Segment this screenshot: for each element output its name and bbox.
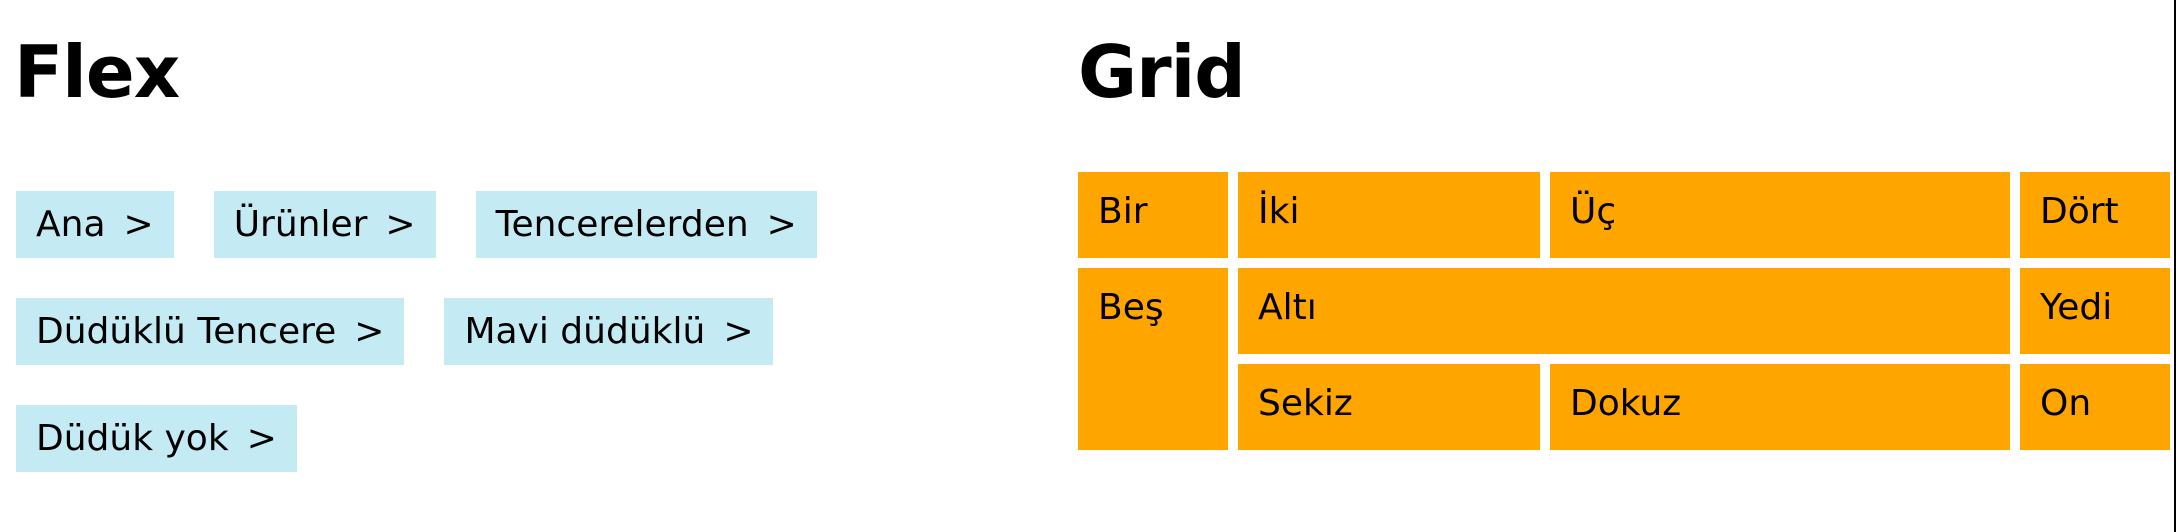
breadcrumb-item-duduklu-tencere[interactable]: Düdüklü Tencere > [16, 298, 405, 365]
grid-section-title: Grid [1078, 30, 1246, 114]
breadcrumb-item-label: Düdüklü Tencere [36, 311, 337, 352]
breadcrumb-item-tencerelerden[interactable]: Tencerelerden > [475, 191, 817, 258]
breadcrumb-item-label: Tencerelerden [495, 204, 749, 245]
breadcrumb-item-duduk-yok[interactable]: Düdük yok > [16, 405, 297, 472]
breadcrumb-item-label: Mavi düdüklü [464, 311, 706, 352]
breadcrumb-separator: > [123, 204, 154, 245]
grid-cell-bir: Bir [1078, 172, 1228, 258]
grid-cell-dokuz: Dokuz [1550, 364, 2010, 450]
breadcrumb-item-label: Ana [36, 204, 106, 245]
breadcrumb-item-urunler[interactable]: Ürünler > [213, 191, 436, 258]
breadcrumb-separator: > [354, 311, 385, 352]
grid-layout: Bir İki Üç Dört Beş Altı Yedi Sekiz Doku… [1078, 172, 2170, 452]
breadcrumb-separator: > [723, 311, 754, 352]
grid-cell-sekiz: Sekiz [1238, 364, 1540, 450]
breadcrumb-item-mavi-duduklu[interactable]: Mavi düdüklü > [444, 298, 774, 365]
grid-cell-dort: Dört [2020, 172, 2170, 258]
flex-section-title: Flex [14, 30, 180, 114]
breadcrumb-separator: > [246, 418, 277, 459]
grid-cell-iki: İki [1238, 172, 1540, 258]
breadcrumb-item-label: Düdük yok [36, 418, 229, 459]
grid-cell-on: On [2020, 364, 2170, 450]
breadcrumb: Ana > Ürünler > Tencerelerden > Düdüklü … [16, 191, 996, 472]
grid-cell-alti: Altı [1238, 268, 2010, 354]
breadcrumb-item-label: Ürünler [233, 204, 368, 245]
grid-cell-yedi: Yedi [2020, 268, 2170, 354]
grid-cell-bes: Beş [1078, 268, 1228, 450]
breadcrumb-separator: > [766, 204, 797, 245]
breadcrumb-separator: > [385, 204, 416, 245]
window-edge-divider [2174, 0, 2176, 532]
grid-cell-uc: Üç [1550, 172, 2010, 258]
breadcrumb-item-ana[interactable]: Ana > [16, 191, 174, 258]
